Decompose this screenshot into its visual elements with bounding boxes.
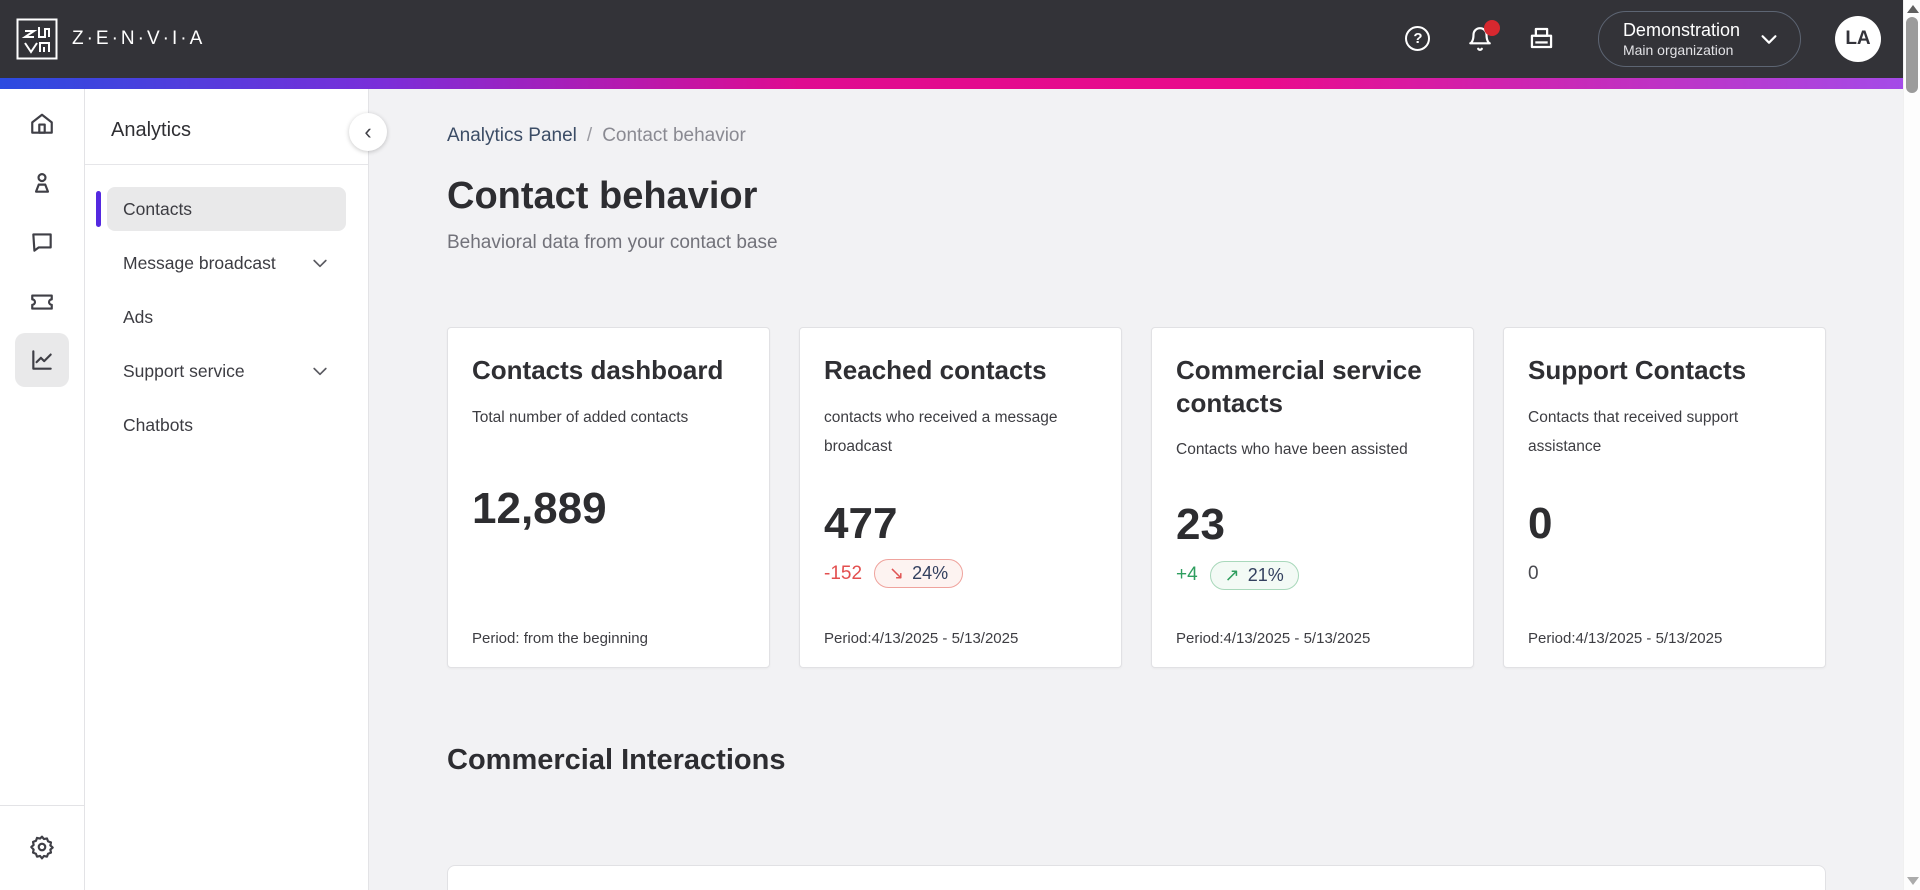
chat-icon: [32, 233, 52, 252]
card-title: Contacts dashboard: [472, 355, 724, 385]
menu-item-label: Contacts: [123, 198, 193, 219]
divider: [85, 164, 368, 165]
page-subtitle: Behavioral data from your contact base: [447, 232, 778, 253]
chart-icon: [32, 350, 52, 370]
help-button[interactable]: ?: [1404, 25, 1432, 53]
print-button[interactable]: [1528, 25, 1556, 53]
menu-item-label: Chatbots: [123, 414, 194, 435]
menu-item-label: Ads: [123, 306, 154, 327]
user-avatar[interactable]: LA: [1835, 15, 1881, 62]
menu-item-label: Message broadcast: [123, 252, 276, 273]
menu-item-chatbots[interactable]: Chatbots: [107, 403, 346, 447]
scrollbar-thumb[interactable]: [1906, 17, 1918, 93]
menu-item-label: Support service: [123, 360, 245, 381]
menu-item-message-broadcast[interactable]: Message broadcast: [107, 241, 346, 285]
sidebar-item-analytics[interactable]: [15, 333, 69, 387]
section-title-commercial-interactions: Commercial Interactions: [447, 744, 786, 776]
home-icon: [31, 113, 53, 134]
person-icon: [34, 173, 50, 193]
organization-switcher[interactable]: Demonstration Main organization: [1597, 11, 1801, 67]
card-period: Period:4/13/2025 - 5/13/2025: [1176, 630, 1371, 647]
card-description: Contacts who have been assisted: [1176, 441, 1408, 458]
topbar: Z·E·N·V·I·A ?: [0, 0, 1903, 78]
printer-icon: [1531, 28, 1553, 49]
breadcrumb-analytics-panel[interactable]: Analytics Panel: [447, 125, 577, 146]
gear-icon: [30, 835, 54, 860]
chevron-down-icon: [1761, 35, 1777, 44]
card-value: 0: [1528, 498, 1553, 548]
card-delta: +4: [1176, 564, 1198, 586]
card-commercial-service-contacts: Commercial service contacts Contacts who…: [1151, 327, 1474, 668]
card-title: Commercial service contacts: [1176, 355, 1422, 418]
panel-title: Analytics: [111, 119, 192, 141]
card-description: contacts who received a message broadcas…: [824, 408, 1058, 455]
trend-badge: ↘ 24%: [874, 559, 964, 589]
breadcrumb-separator: /: [586, 125, 593, 146]
trend-percent: 24%: [912, 563, 949, 584]
card-title: Reached contacts: [824, 355, 1047, 385]
card-title: Support Contacts: [1528, 355, 1747, 385]
card-delta: 0: [1528, 562, 1539, 584]
breadcrumb-current: Contact behavior: [602, 125, 746, 146]
chevron-down-icon: [313, 259, 327, 268]
sidebar-item-conversations[interactable]: [29, 229, 55, 255]
menu-item-support-service[interactable]: Support service: [107, 349, 346, 393]
help-icon: ?: [1405, 26, 1431, 52]
card-period: Period:4/13/2025 - 5/13/2025: [824, 630, 1019, 647]
card-value: 23: [1176, 500, 1225, 550]
analytics-menu: Contacts Message broadcast Ads Support s…: [96, 165, 346, 447]
card-period: Period: from the beginning: [472, 630, 648, 647]
analytics-panel: ‹ Analytics Contacts Message broadcast A…: [85, 89, 387, 890]
scroll-up-arrow-icon[interactable]: [1907, 5, 1919, 13]
vertical-scrollbar[interactable]: [1903, 0, 1920, 890]
trend-badge: ↗ 21%: [1209, 560, 1299, 590]
icon-rail: [0, 89, 85, 890]
sidebar-item-home[interactable]: [29, 111, 55, 137]
breadcrumb: Analytics Panel / Contact behavior: [447, 125, 1903, 147]
page-title: Contact behavior: [447, 175, 758, 217]
notifications-button[interactable]: [1466, 19, 1500, 53]
card-value: 477: [824, 498, 898, 548]
brand-gradient-bar: [0, 78, 1903, 89]
card-contacts-dashboard: Contacts dashboard Total number of added…: [447, 327, 770, 668]
scroll-down-arrow-icon[interactable]: [1907, 877, 1919, 885]
card-reached-contacts: Reached contacts contacts who received a…: [799, 327, 1122, 668]
commercial-interactions-card: [447, 865, 1826, 890]
chevron-down-icon: [313, 367, 327, 376]
brand[interactable]: Z·E·N·V·I·A: [16, 18, 205, 60]
ticket-icon: [31, 294, 53, 310]
chevron-left-icon: ‹: [364, 119, 372, 144]
trend-up-arrow-icon: ↗: [1224, 564, 1240, 585]
sidebar-item-campaigns[interactable]: [29, 288, 55, 314]
collapse-panel-button[interactable]: ‹: [349, 113, 387, 151]
trend-percent: 21%: [1247, 564, 1284, 585]
selected-indicator: [96, 191, 101, 227]
settings-button[interactable]: [29, 834, 55, 860]
trend-down-arrow-icon: ↘: [889, 563, 905, 584]
menu-item-contacts[interactable]: Contacts: [96, 187, 346, 231]
organization-name: Demonstration: [1622, 20, 1740, 41]
zenvia-logo-icon: [16, 18, 58, 60]
notification-badge: [1483, 19, 1500, 36]
brand-name: Z·E·N·V·I·A: [72, 28, 206, 49]
menu-item-ads[interactable]: Ads: [107, 295, 346, 339]
card-description: Total number of added contacts: [472, 408, 689, 426]
organization-sub: Main organization: [1622, 41, 1734, 58]
card-value: 12,889: [472, 483, 607, 533]
main-content: Analytics Panel / Contact behavior Conta…: [369, 89, 1903, 890]
card-description: Contacts that received support assistanc…: [1528, 408, 1739, 455]
kpi-cards: Contacts dashboard Total number of added…: [447, 327, 1903, 668]
bell-icon: [1469, 27, 1491, 51]
card-support-contacts: Support Contacts Contacts that received …: [1503, 327, 1826, 668]
sidebar-item-contacts[interactable]: [29, 170, 55, 196]
card-period: Period:4/13/2025 - 5/13/2025: [1528, 630, 1723, 647]
card-delta: -152: [824, 562, 863, 584]
